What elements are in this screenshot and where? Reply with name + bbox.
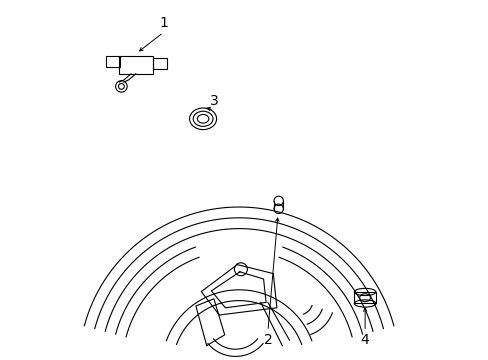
Bar (354, 292, 375, 303)
Text: 3: 3 (209, 94, 218, 108)
Bar (119, 56, 153, 74)
Bar (153, 58, 167, 69)
Text: 2: 2 (263, 333, 272, 347)
Text: 1: 1 (159, 17, 167, 30)
Bar (106, 56, 120, 67)
Text: 4: 4 (360, 333, 369, 347)
